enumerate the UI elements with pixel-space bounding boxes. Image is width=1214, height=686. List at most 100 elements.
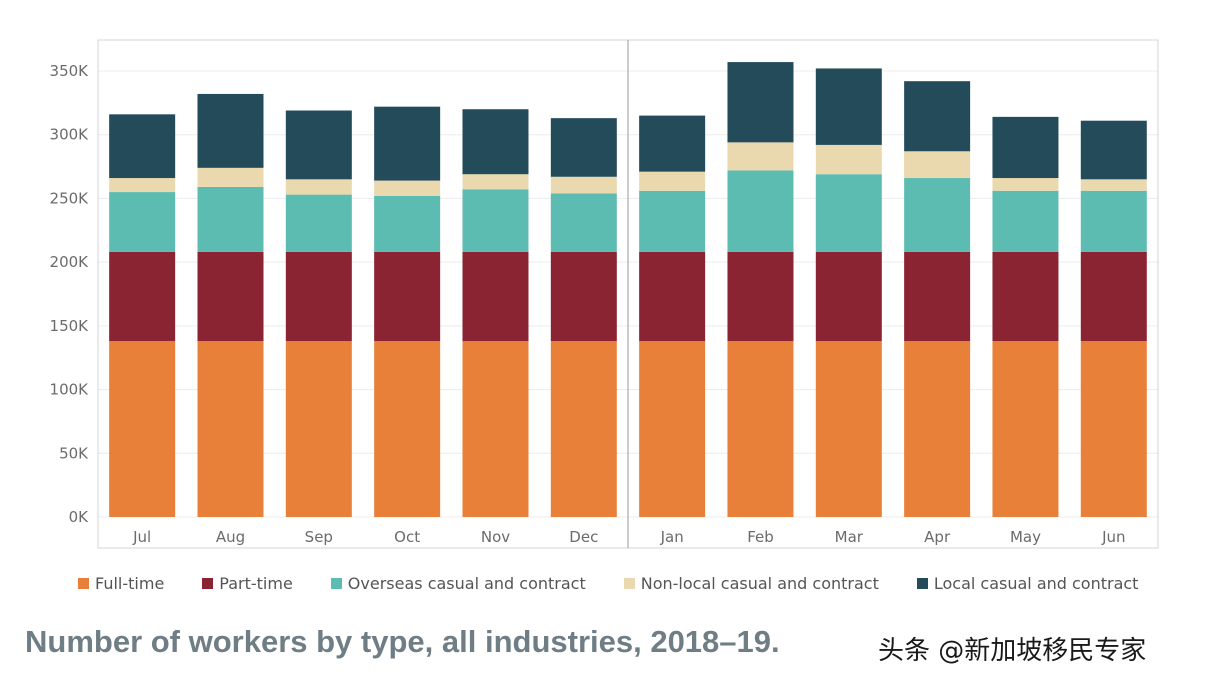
- bar-segment: [197, 251, 264, 342]
- x-tick-label: Jul: [132, 528, 151, 546]
- y-tick-label: 150K: [50, 317, 90, 335]
- bar-segment: [904, 178, 971, 252]
- legend-label: Full-time: [95, 574, 165, 593]
- watermark: 头条 @新加坡移民专家: [878, 636, 1147, 666]
- bar-segment: [815, 68, 882, 145]
- bar-segment: [285, 110, 352, 180]
- bar-segment: [197, 186, 264, 252]
- legend-swatch: [78, 578, 89, 589]
- bar-segment: [904, 251, 971, 342]
- bar-segment: [1080, 190, 1147, 252]
- bar-segment: [550, 176, 617, 194]
- bar-segment: [550, 118, 617, 177]
- bar-segment: [727, 62, 794, 143]
- bar-segment: [462, 251, 529, 342]
- x-tick-label: Nov: [481, 528, 510, 546]
- bar-segment: [197, 341, 264, 517]
- bar-segment: [639, 115, 706, 172]
- legend-item-part-time: Part-time: [202, 574, 293, 593]
- bar-segment: [639, 171, 706, 191]
- bar-segment: [550, 251, 617, 342]
- y-tick-label: 200K: [50, 253, 90, 271]
- bar-segment: [727, 341, 794, 517]
- bar-segment: [197, 167, 264, 187]
- bar-segment: [639, 251, 706, 342]
- y-tick-label: 300K: [50, 126, 90, 144]
- bar-segment: [462, 109, 529, 175]
- bar-segment: [550, 341, 617, 517]
- x-tick-label: Sep: [305, 528, 333, 546]
- y-tick-label: 50K: [59, 444, 89, 462]
- stacked-bar-chart: 0K 50K 100K 150K 200K 250K 300K 350K Jul Aug Sep O…: [50, 39, 1159, 549]
- x-tick-label: Mar: [835, 528, 864, 546]
- bar-segment: [374, 195, 441, 252]
- bar-segment: [992, 116, 1059, 179]
- bar-segment: [109, 341, 176, 517]
- bar-segment: [815, 341, 882, 517]
- bar-segment: [374, 106, 441, 181]
- bar-segment: [1080, 120, 1147, 180]
- chart-title: Number of workers by type, all industrie…: [25, 624, 780, 659]
- bar-segment: [374, 251, 441, 342]
- x-tick-label: Jan: [660, 528, 684, 546]
- bar-segment: [904, 341, 971, 517]
- bar-segment: [109, 114, 176, 179]
- y-axis: 0K 50K 100K 150K 200K 250K 300K 350K: [50, 62, 90, 526]
- y-tick-label: 350K: [50, 62, 90, 80]
- x-tick-label: Feb: [747, 528, 774, 546]
- bar-segment: [285, 341, 352, 517]
- bar-segment: [727, 251, 794, 342]
- bar-segment: [1080, 341, 1147, 517]
- bars: [109, 62, 1147, 517]
- y-tick-label: 0K: [69, 508, 90, 526]
- bar-segment: [727, 170, 794, 252]
- x-tick-label: Dec: [569, 528, 598, 546]
- bar-segment: [904, 81, 971, 152]
- bar-segment: [639, 190, 706, 252]
- legend-label: Local casual and contract: [933, 574, 1139, 593]
- legend-label: Overseas casual and contract: [347, 574, 586, 593]
- x-tick-label: May: [1010, 528, 1041, 546]
- bar-segment: [374, 180, 441, 196]
- bar-segment: [992, 251, 1059, 342]
- legend-item-overseas: Overseas casual and contract: [330, 574, 586, 593]
- bar-segment: [285, 179, 352, 195]
- y-tick-label: 250K: [50, 189, 90, 207]
- legend-swatch: [202, 578, 214, 589]
- bar-segment: [815, 251, 882, 342]
- x-tick-label: Apr: [924, 528, 951, 546]
- bar-segment: [815, 174, 882, 252]
- y-tick-label: 100K: [50, 381, 90, 399]
- legend-item-full-time: Full-time: [78, 574, 164, 593]
- bar-segment: [992, 341, 1059, 517]
- legend-item-non-local: Non-local casual and contract: [623, 574, 879, 593]
- x-tick-label: Aug: [216, 528, 245, 546]
- bar-segment: [374, 341, 441, 517]
- bar-segment: [197, 93, 264, 168]
- legend-label: Non-local casual and contract: [640, 574, 879, 593]
- bar-segment: [904, 151, 971, 179]
- legend-label: Part-time: [219, 574, 293, 593]
- bar-segment: [727, 142, 794, 171]
- legend-swatch: [330, 578, 342, 589]
- legend: Full-time Part-time Overseas casual and …: [78, 574, 1176, 593]
- bar-segment: [285, 251, 352, 342]
- bar-segment: [109, 251, 176, 342]
- legend-swatch: [916, 578, 928, 589]
- bar-segment: [1080, 179, 1147, 191]
- bar-segment: [462, 189, 529, 252]
- bar-segment: [550, 193, 617, 252]
- legend-swatch: [623, 578, 635, 589]
- bar-segment: [815, 144, 882, 175]
- x-tick-label: Oct: [394, 528, 420, 546]
- bar-segment: [992, 178, 1059, 191]
- bar-segment: [639, 341, 706, 517]
- x-axis: Jul Aug Sep Oct Nov Dec Jan Feb Mar Apr May Jun: [132, 528, 1125, 546]
- x-tick-label: Jun: [1101, 528, 1125, 546]
- bar-segment: [462, 341, 529, 517]
- bar-segment: [285, 194, 352, 252]
- bar-segment: [462, 174, 529, 190]
- legend-item-local: Local casual and contract: [916, 574, 1139, 593]
- bar-segment: [992, 190, 1059, 252]
- bar-segment: [109, 192, 176, 252]
